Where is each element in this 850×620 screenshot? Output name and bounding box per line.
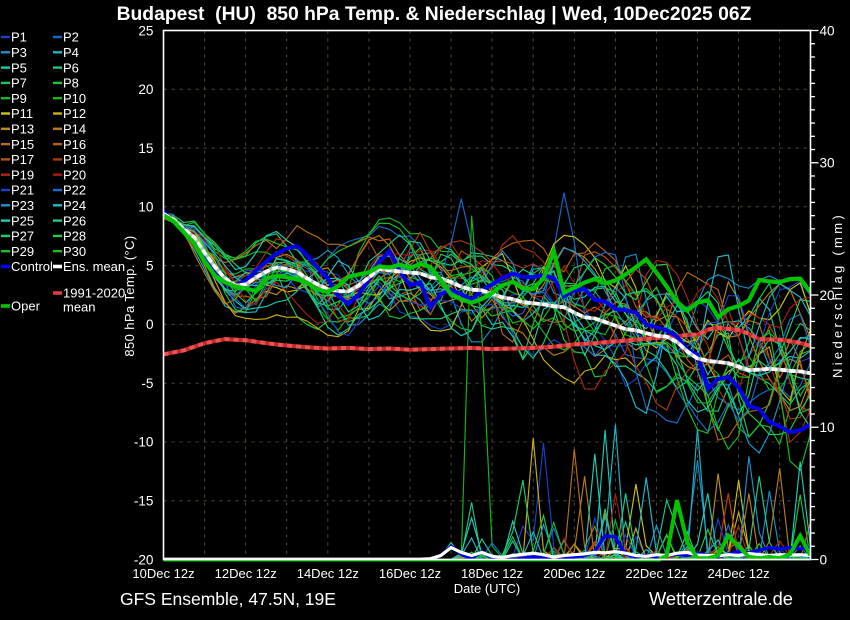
- svg-text:P6: P6: [63, 60, 79, 75]
- svg-text:P21: P21: [11, 183, 34, 198]
- svg-text:P24: P24: [63, 198, 86, 213]
- svg-text:-15: -15: [134, 494, 154, 509]
- svg-text:20: 20: [820, 288, 836, 303]
- svg-text:P11: P11: [11, 106, 33, 121]
- svg-text:40: 40: [820, 23, 836, 38]
- svg-text:P30: P30: [63, 244, 86, 259]
- svg-text:-20: -20: [134, 552, 154, 567]
- svg-text:1991-2020: 1991-2020: [63, 286, 125, 301]
- svg-text:Niederschlag (mm): Niederschlag (mm): [830, 212, 845, 378]
- svg-text:30: 30: [820, 156, 836, 171]
- svg-text:P13: P13: [11, 122, 34, 137]
- svg-text:Date (UTC): Date (UTC): [454, 581, 520, 596]
- svg-text:0: 0: [820, 552, 828, 567]
- svg-text:mean: mean: [63, 300, 96, 315]
- svg-text:P7: P7: [11, 76, 27, 91]
- svg-text:P22: P22: [63, 183, 86, 198]
- svg-text:10Dec 12z: 10Dec 12z: [132, 566, 194, 581]
- svg-text:P15: P15: [11, 137, 34, 152]
- svg-text:P14: P14: [63, 122, 86, 137]
- svg-text:22Dec 12z: 22Dec 12z: [625, 566, 687, 581]
- svg-text:10: 10: [138, 200, 154, 215]
- svg-text:P2: P2: [63, 30, 79, 45]
- svg-text:P19: P19: [11, 167, 34, 182]
- svg-text:P23: P23: [11, 198, 34, 213]
- svg-text:P28: P28: [63, 229, 86, 244]
- svg-text:Control: Control: [11, 259, 53, 274]
- svg-text:5: 5: [146, 258, 154, 273]
- svg-text:20Dec 12z: 20Dec 12z: [543, 566, 605, 581]
- svg-text:20: 20: [138, 82, 154, 97]
- svg-text:14Dec 12z: 14Dec 12z: [297, 566, 359, 581]
- svg-text:15: 15: [138, 141, 153, 156]
- svg-text:850 hPa Temp. (°C): 850 hPa Temp. (°C): [122, 235, 137, 356]
- svg-text:P18: P18: [63, 152, 86, 167]
- svg-text:-10: -10: [134, 435, 154, 450]
- svg-text:P1: P1: [11, 30, 27, 45]
- svg-text:P25: P25: [11, 213, 34, 228]
- svg-text:P29: P29: [11, 244, 34, 259]
- svg-text:P27: P27: [11, 229, 34, 244]
- svg-text:Ens. mean: Ens. mean: [63, 259, 125, 274]
- svg-text:18Dec 12z: 18Dec 12z: [461, 566, 523, 581]
- svg-text:P10: P10: [63, 91, 86, 106]
- svg-text:P20: P20: [63, 167, 86, 182]
- svg-text:12Dec 12z: 12Dec 12z: [215, 566, 277, 581]
- svg-text:Oper: Oper: [11, 299, 41, 314]
- svg-text:P3: P3: [11, 45, 27, 60]
- svg-text:P4: P4: [63, 45, 79, 60]
- svg-text:-5: -5: [141, 376, 153, 391]
- svg-text:Wetterzentrale.de: Wetterzentrale.de: [649, 588, 793, 609]
- svg-text:P8: P8: [63, 76, 79, 91]
- svg-text:P9: P9: [11, 91, 27, 106]
- svg-text:16Dec 12z: 16Dec 12z: [379, 566, 441, 581]
- svg-text:P16: P16: [63, 137, 86, 152]
- svg-text:25: 25: [138, 23, 153, 38]
- svg-text:Budapest (HU) 850 hPa Temp.: Budapest (HU) 850 hPa Temp. & Niederschl…: [117, 4, 752, 25]
- svg-text:P26: P26: [63, 213, 86, 228]
- svg-text:GFS Ensemble, 47.5N, 19E: GFS Ensemble, 47.5N, 19E: [120, 589, 336, 609]
- svg-text:0: 0: [146, 317, 154, 332]
- svg-text:24Dec 12z: 24Dec 12z: [708, 566, 770, 581]
- svg-text:P12: P12: [63, 106, 86, 121]
- svg-text:10: 10: [820, 420, 836, 435]
- svg-text:P5: P5: [11, 60, 27, 75]
- svg-text:P17: P17: [11, 152, 34, 167]
